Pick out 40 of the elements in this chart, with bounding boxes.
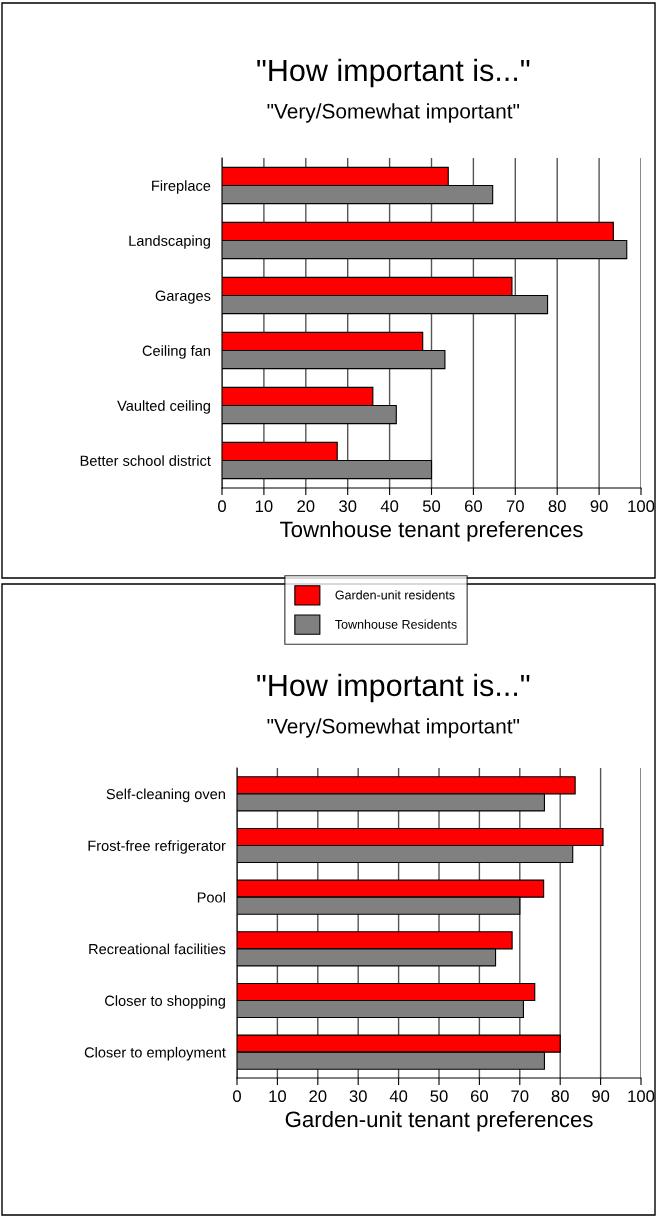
x-axis-title: Townhouse tenant preferences [280, 520, 583, 542]
x-tick-label: 60 [470, 1090, 489, 1103]
y-tick-label: Ceiling fan [142, 345, 210, 359]
x-tick-label: 50 [430, 1090, 448, 1103]
x-axis-title: Garden-unit tenant preferences [285, 1110, 593, 1132]
y-tick-label: Recreational facilities [89, 943, 226, 955]
y-tick-label: Self-cleaning oven [106, 788, 225, 803]
x-tick-label: 40 [380, 500, 399, 513]
x-tick-label: 50 [422, 500, 441, 513]
chart-title: "How important is..." [257, 673, 530, 703]
x-tick-label: 40 [389, 1090, 408, 1103]
x-tick-label: 80 [548, 500, 566, 513]
chart-subtitle: "Very/Somewhat important" [267, 103, 520, 123]
x-tick-label: 30 [349, 1090, 367, 1103]
x-tick-label: 10 [255, 500, 273, 513]
chart-subtitle: "Very/Somewhat important" [267, 718, 520, 738]
y-tick-label: Frost-free refrigerator [88, 840, 226, 854]
y-tick-label: Landscaping [129, 235, 210, 249]
x-tick-label: 70 [511, 1090, 529, 1103]
y-tick-label: Vaulted ceiling [117, 400, 210, 414]
x-tick-label: 0 [233, 1090, 241, 1103]
y-tick-label: Pool [197, 891, 225, 903]
legend-label: Townhouse Residents [335, 619, 457, 629]
x-tick-label: 0 [218, 500, 226, 513]
y-tick-label: Fireplace [152, 180, 211, 194]
y-tick-label: Closer to shopping [105, 995, 225, 1009]
x-tick-label: 70 [506, 500, 524, 513]
y-tick-label: Better school district [80, 455, 211, 466]
y-tick-label: Closer to employment [84, 1046, 226, 1061]
x-tick-label: 90 [592, 1090, 610, 1103]
x-tick-label: 20 [297, 500, 315, 513]
legend-label: Garden-unit residents [335, 590, 455, 600]
y-tick-label: Garages [155, 290, 211, 304]
x-tick-label: 10 [269, 1090, 287, 1103]
x-tick-label: 90 [590, 500, 608, 513]
chart-title: "How important is..." [257, 58, 530, 88]
x-tick-label: 60 [464, 500, 483, 513]
x-tick-label: 80 [551, 1090, 569, 1103]
x-tick-label: 30 [339, 500, 357, 513]
x-tick-label: 20 [309, 1090, 327, 1103]
